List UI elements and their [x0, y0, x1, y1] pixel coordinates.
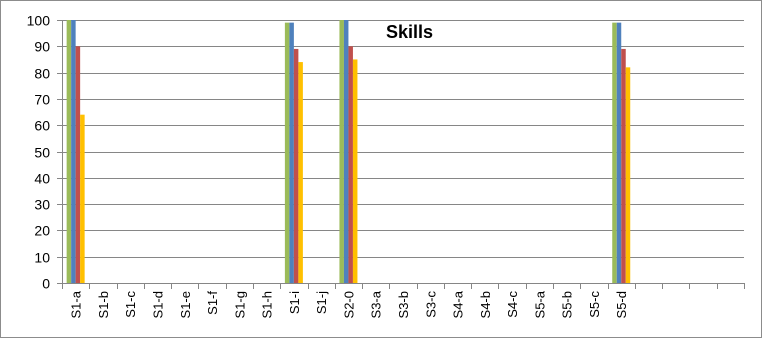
- bar: [289, 22, 294, 283]
- bar: [75, 46, 81, 283]
- bar: [612, 22, 617, 283]
- y-tick-label: 90: [34, 39, 50, 55]
- bar: [339, 20, 344, 283]
- x-tick-label: S1-i: [287, 291, 302, 314]
- x-tick-label: S1-d: [150, 291, 165, 318]
- x-tick-label: S1-e: [178, 291, 193, 318]
- bar: [71, 20, 76, 283]
- x-tick-label: S5-a: [532, 290, 547, 318]
- bar: [348, 46, 353, 283]
- bar: [343, 20, 349, 283]
- x-tick-label: S5-c: [587, 291, 602, 318]
- y-tick-label: 100: [27, 13, 51, 29]
- bar: [298, 62, 303, 283]
- y-tick-label: 60: [34, 118, 50, 134]
- x-tick-label: S2-0: [341, 291, 356, 318]
- x-tick-label: S4-a: [451, 290, 466, 318]
- y-tick-label: 0: [42, 276, 50, 292]
- x-tick-label: S1-j: [314, 291, 329, 314]
- y-tick-label: 30: [34, 197, 50, 213]
- y-tick-label: 10: [34, 250, 50, 266]
- x-tick-label: S3-a: [369, 290, 384, 318]
- x-tick-label: S3-c: [423, 291, 438, 318]
- y-tick-label: 70: [34, 92, 50, 108]
- gridlines: [62, 20, 744, 258]
- x-tick-label: S1-g: [232, 291, 247, 318]
- bar: [625, 67, 631, 283]
- bar: [80, 114, 85, 284]
- bar: [66, 20, 72, 283]
- bar: [352, 59, 358, 284]
- x-tick-label: S5-d: [614, 291, 629, 318]
- x-tick-label: S1-b: [96, 291, 111, 318]
- x-tick-label: S1-f: [205, 291, 220, 315]
- y-tick-label: 40: [34, 171, 50, 187]
- bars: [66, 20, 631, 284]
- bar: [284, 22, 290, 283]
- x-tick-label: S1-a: [69, 290, 84, 318]
- bar: [621, 48, 626, 284]
- y-tick-label: 20: [34, 223, 50, 239]
- bar: [293, 48, 299, 284]
- x-tick-label: S1-c: [123, 291, 138, 318]
- x-tick-label: S4-b: [478, 291, 493, 318]
- x-tick-label: S3-b: [396, 291, 411, 318]
- x-tick-label: S1-h: [260, 291, 275, 318]
- chart-title: Skills: [386, 22, 433, 42]
- axes: [57, 20, 745, 289]
- y-tick-labels: 0 10 20 30 40 50 60 70 80 90 100: [27, 13, 51, 292]
- x-tick-labels: S1-a S1-b S1-c S1-d S1-e S1-f S1-g S1-h S1-i S1-j…: [69, 290, 630, 318]
- x-tick-label: S5-b: [560, 291, 575, 318]
- y-tick-label: 50: [34, 145, 50, 161]
- x-tick-label: S4-c: [505, 291, 520, 318]
- y-tick-label: 80: [34, 66, 50, 82]
- bar: [616, 22, 622, 283]
